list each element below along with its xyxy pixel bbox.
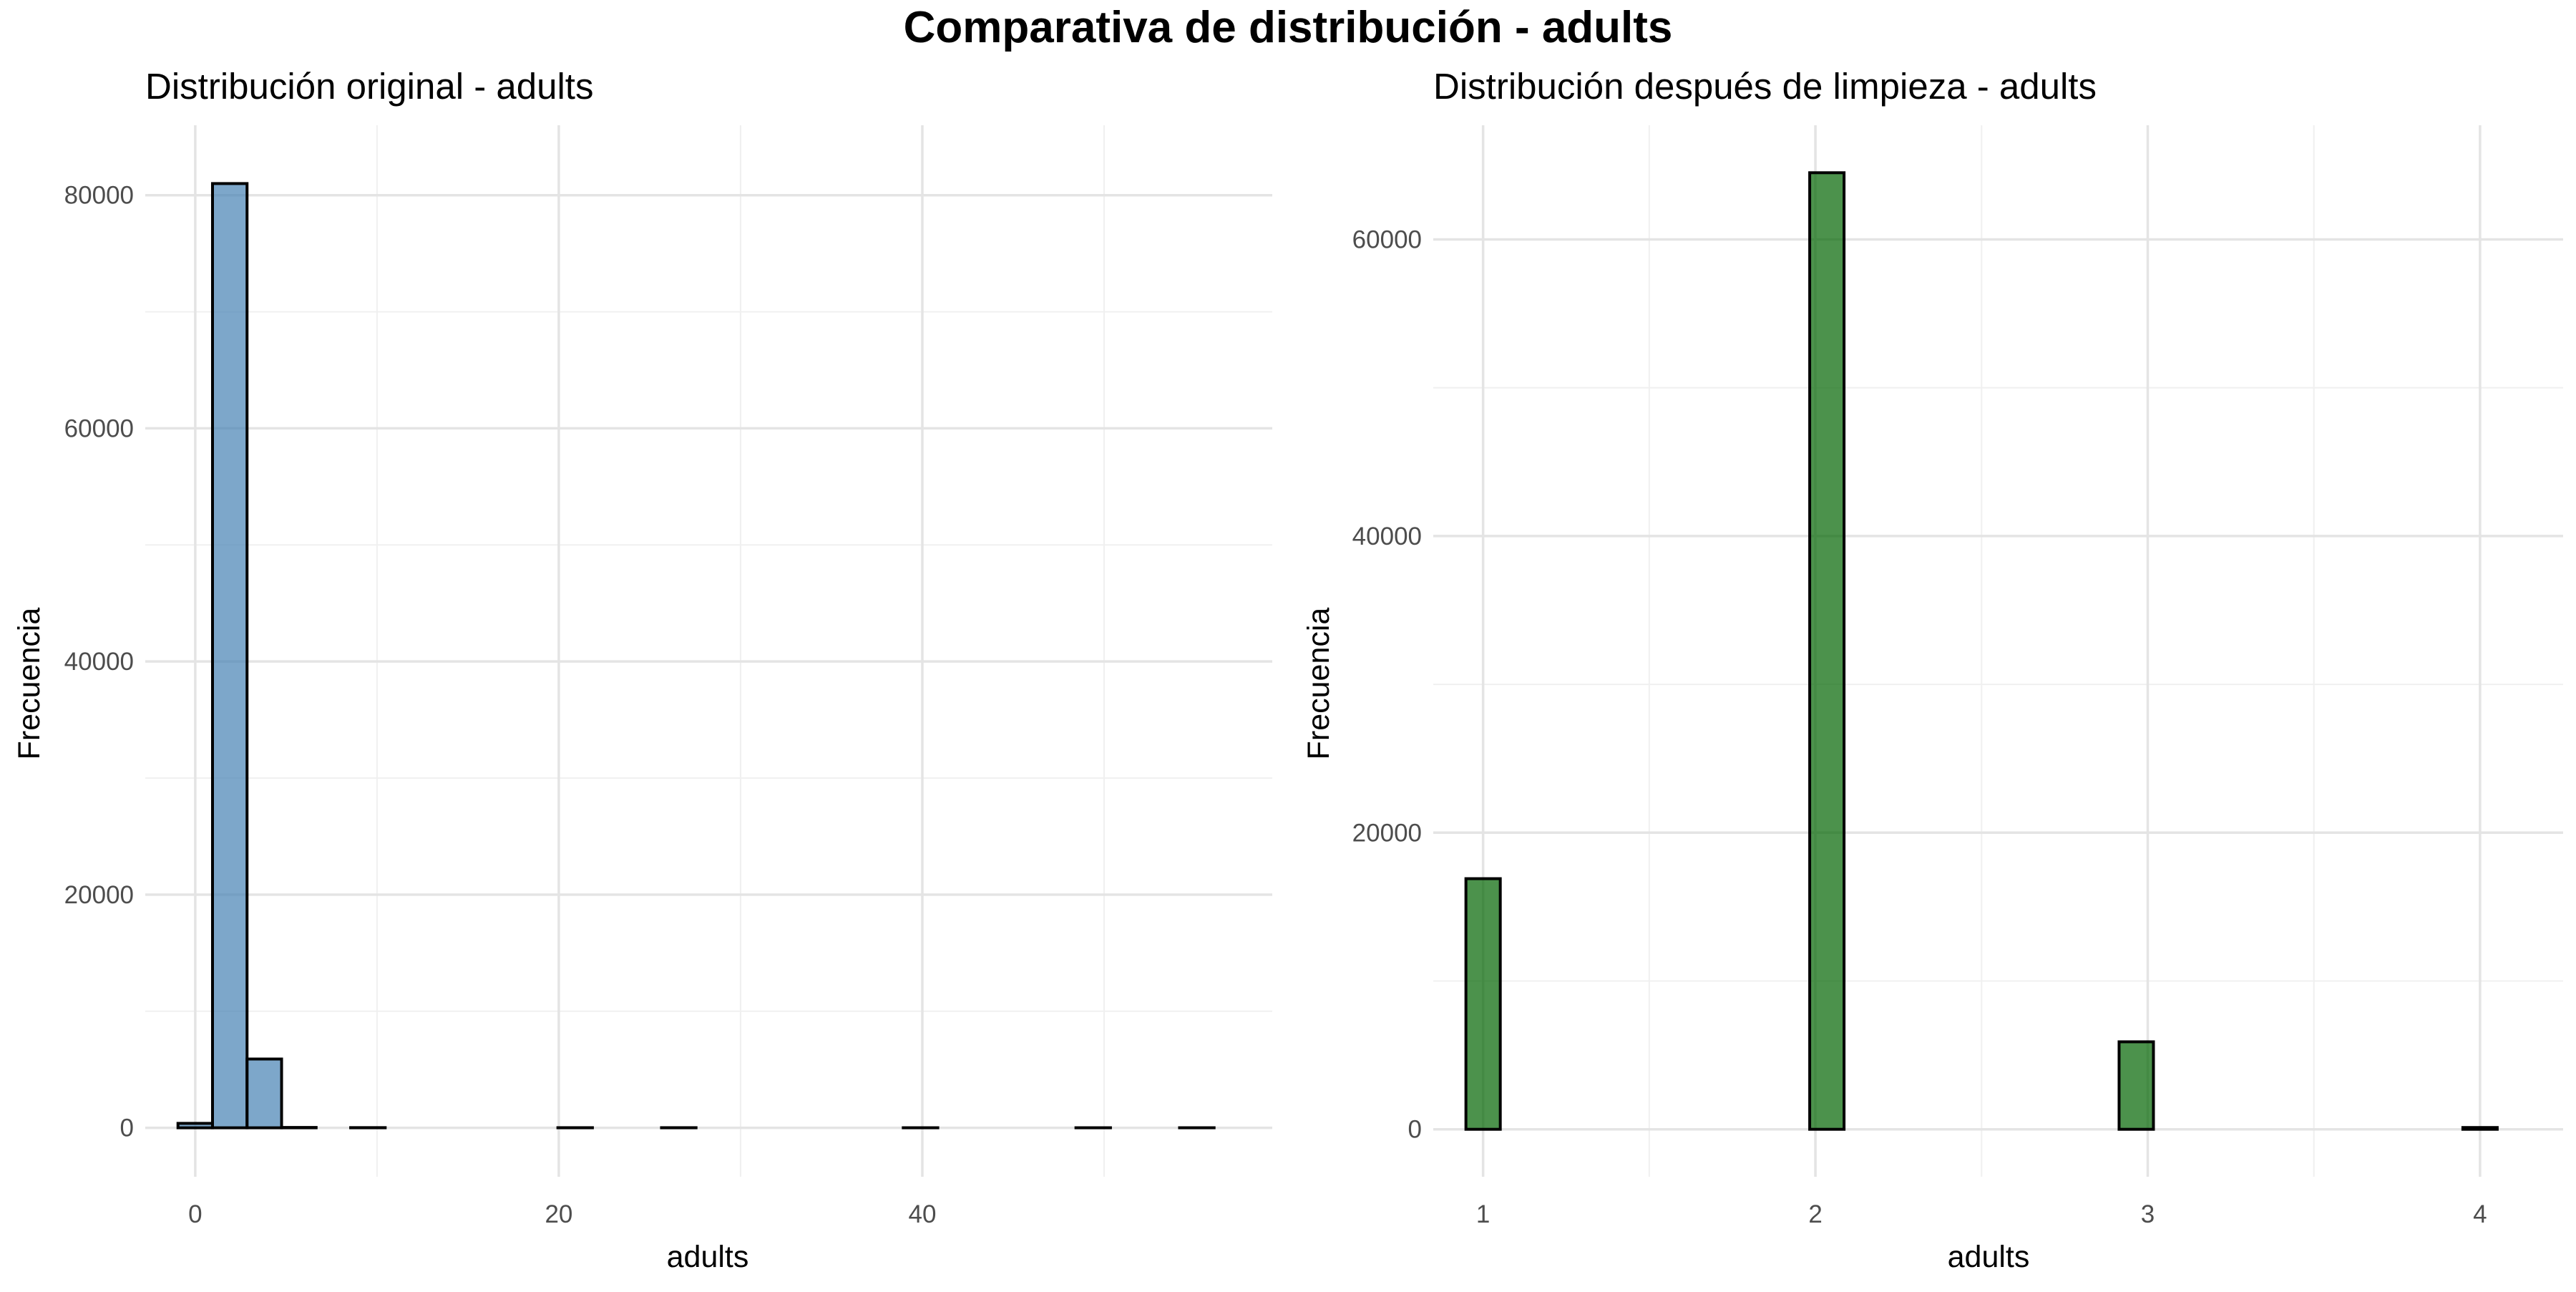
panel-title-original: Distribución original - adults: [145, 66, 593, 107]
y-tick-label-original: 0: [120, 1114, 134, 1142]
x-tick-label-original: 0: [188, 1200, 202, 1228]
histogram-bar-original-0: [178, 1123, 213, 1127]
y-tick-label-original: 20000: [64, 881, 134, 909]
x-tick-label-cleaned: 3: [2141, 1200, 2155, 1228]
x-tick-label-cleaned: 4: [2473, 1200, 2487, 1228]
histogram-bar-cleaned-19: [2119, 1041, 2153, 1129]
y-tick-label-cleaned: 0: [1408, 1116, 1422, 1144]
histogram-bar-cleaned-10: [1810, 173, 1844, 1129]
y-tick-label-cleaned: 20000: [1352, 819, 1422, 847]
y-tick-label-original: 40000: [64, 648, 134, 676]
histogram-bar-cleaned-0: [1466, 879, 1501, 1130]
y-axis-title-original: Frecuencia: [12, 608, 47, 760]
y-tick-label-original: 60000: [64, 414, 134, 442]
x-axis-title-original: adults: [667, 1240, 749, 1274]
x-tick-label-cleaned: 1: [1476, 1200, 1490, 1228]
panel-title-cleaned: Distribución después de limpieza - adult…: [1433, 66, 2097, 107]
histogram-bar-original-2: [247, 1059, 281, 1128]
x-tick-label-cleaned: 2: [1808, 1200, 1822, 1228]
y-tick-label-original: 80000: [64, 182, 134, 210]
x-axis-title-cleaned: adults: [1948, 1240, 2030, 1274]
histogram-bar-cleaned-29: [2463, 1127, 2497, 1129]
y-tick-label-cleaned: 40000: [1352, 523, 1422, 550]
x-tick-label-original: 40: [909, 1200, 937, 1228]
y-axis-title-cleaned: Frecuencia: [1302, 608, 1336, 760]
figure-title: Comparativa de distribución - adults: [904, 3, 1673, 52]
x-tick-label-original: 20: [545, 1200, 572, 1228]
histogram-bar-original-1: [213, 183, 247, 1127]
y-tick-label-cleaned: 60000: [1352, 226, 1422, 254]
